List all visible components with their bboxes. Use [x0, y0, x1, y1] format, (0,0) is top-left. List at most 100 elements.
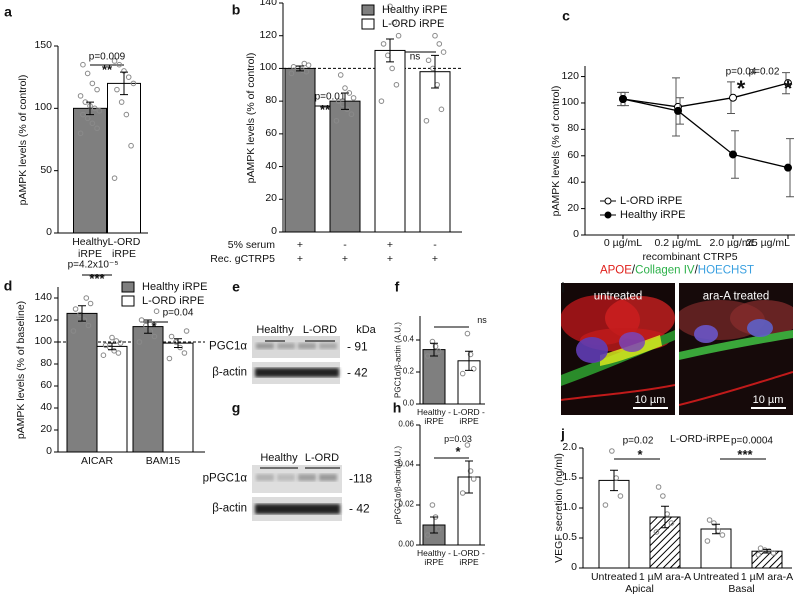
- p-value: p=0.009: [88, 51, 126, 63]
- condition-mark: +: [386, 239, 394, 252]
- panel-letter: h: [392, 399, 402, 416]
- data-point: [337, 72, 344, 78]
- error-bar: [108, 342, 116, 351]
- error-bar: [465, 350, 473, 371]
- error-bar: [86, 101, 94, 116]
- data-point: [350, 95, 357, 101]
- marker: [784, 79, 792, 88]
- significance-stars: *: [151, 318, 157, 334]
- data-point: [602, 502, 609, 508]
- bar: [66, 312, 98, 453]
- legend-marker: [604, 211, 612, 219]
- lane-group-label: L-ORD: [304, 451, 340, 464]
- data-point: [290, 63, 297, 70]
- y-tick-label: 60: [40, 379, 52, 392]
- data-point: [94, 125, 100, 132]
- bar: [419, 71, 451, 233]
- data-point: [668, 520, 675, 526]
- data-point: [151, 333, 158, 340]
- line: [622, 98, 789, 169]
- data-point: [130, 80, 137, 87]
- data-point: [109, 334, 115, 341]
- protein-label: β-actin: [212, 502, 247, 515]
- data-point: [436, 41, 443, 47]
- data-point: [389, 65, 395, 72]
- data-point: [609, 448, 615, 454]
- condition-mark: +: [431, 253, 439, 266]
- x-tick-label: L-ORD -iRPE: [453, 548, 485, 568]
- chart-title: L-ORD-iRPE: [669, 433, 731, 446]
- legend-swatch: [121, 295, 135, 307]
- unit-label: kDa: [356, 323, 376, 336]
- legend-swatch: [121, 281, 135, 293]
- molecular-weight: - 42: [349, 501, 370, 516]
- condition-mark: -: [343, 239, 347, 252]
- micrograph: [561, 283, 675, 415]
- data-point: [467, 468, 474, 474]
- panel-letter: c: [562, 7, 570, 24]
- data-point: [664, 511, 670, 517]
- data-point: [704, 538, 711, 544]
- scale-label: 10 µm: [752, 393, 784, 406]
- x-tick-label: AICAR: [80, 455, 114, 467]
- x-tick-label: Healthy -iRPE: [416, 548, 451, 568]
- p-value: p=4.2x10⁻⁵: [67, 259, 119, 271]
- significance-stars: **: [101, 61, 113, 77]
- error-bar: [120, 71, 128, 96]
- panel-letter: b: [231, 1, 241, 18]
- y-tick-label: 0.06: [398, 419, 414, 429]
- data-point: [617, 493, 624, 499]
- stain-legend: APOE/Collagen IV/HOECHST: [600, 265, 754, 278]
- y-tick-label: 20: [265, 192, 277, 205]
- data-point: [114, 86, 120, 93]
- y-tick-label: 120: [34, 313, 52, 326]
- y-tick-label: 50: [40, 163, 52, 176]
- y-tick-label: 0: [46, 445, 52, 458]
- y-tick-label: 0.4: [402, 334, 414, 344]
- panel-letter: a: [4, 3, 12, 20]
- y-axis-label: pAMPK levels (% of control): [17, 74, 30, 205]
- significance-stars: *: [637, 446, 643, 462]
- data-point: [80, 61, 86, 68]
- data-point: [113, 338, 120, 344]
- stain-name: Collagen IV: [635, 264, 695, 277]
- x-tick-label: Untreated: [692, 571, 740, 583]
- y-tick-label: 1.0: [562, 501, 577, 514]
- p-value: ns: [477, 315, 487, 326]
- line: [622, 82, 789, 108]
- data-point: [96, 108, 103, 114]
- data-point: [423, 117, 430, 124]
- y-tick-label: 0: [571, 561, 577, 574]
- western-blot: [252, 336, 340, 384]
- data-point: [77, 130, 84, 137]
- p-value: p=0.04: [162, 307, 194, 319]
- error-bar: [174, 338, 182, 348]
- panel-letter: g: [231, 399, 241, 416]
- data-point: [755, 552, 762, 558]
- y-axis-label: pAMPK levels (% of control): [550, 85, 563, 216]
- data-point: [333, 117, 340, 124]
- lane-group-label: Healthy: [256, 323, 294, 336]
- y-tick-label: 1.5: [562, 471, 577, 484]
- data-point: [435, 526, 442, 532]
- data-point: [655, 484, 662, 490]
- data-point: [84, 70, 91, 77]
- y-tick-label: 140: [34, 291, 52, 304]
- data-point: [301, 60, 308, 67]
- data-point: [342, 85, 348, 91]
- y-tick-label: 20: [40, 423, 52, 436]
- data-point: [464, 442, 471, 448]
- y-tick-label: 60: [567, 149, 579, 162]
- group-label: Basal: [728, 583, 755, 596]
- image-label: untreated: [593, 290, 643, 303]
- data-point: [467, 351, 474, 358]
- y-tick-label: 0.04: [398, 459, 414, 469]
- molecular-weight: - 91: [347, 339, 368, 354]
- data-point: [102, 342, 109, 349]
- data-point: [348, 111, 355, 118]
- legend-marker: [604, 197, 612, 205]
- data-point: [80, 111, 86, 118]
- legend-label: Healthy iRPE: [382, 3, 448, 16]
- data-point: [391, 19, 398, 26]
